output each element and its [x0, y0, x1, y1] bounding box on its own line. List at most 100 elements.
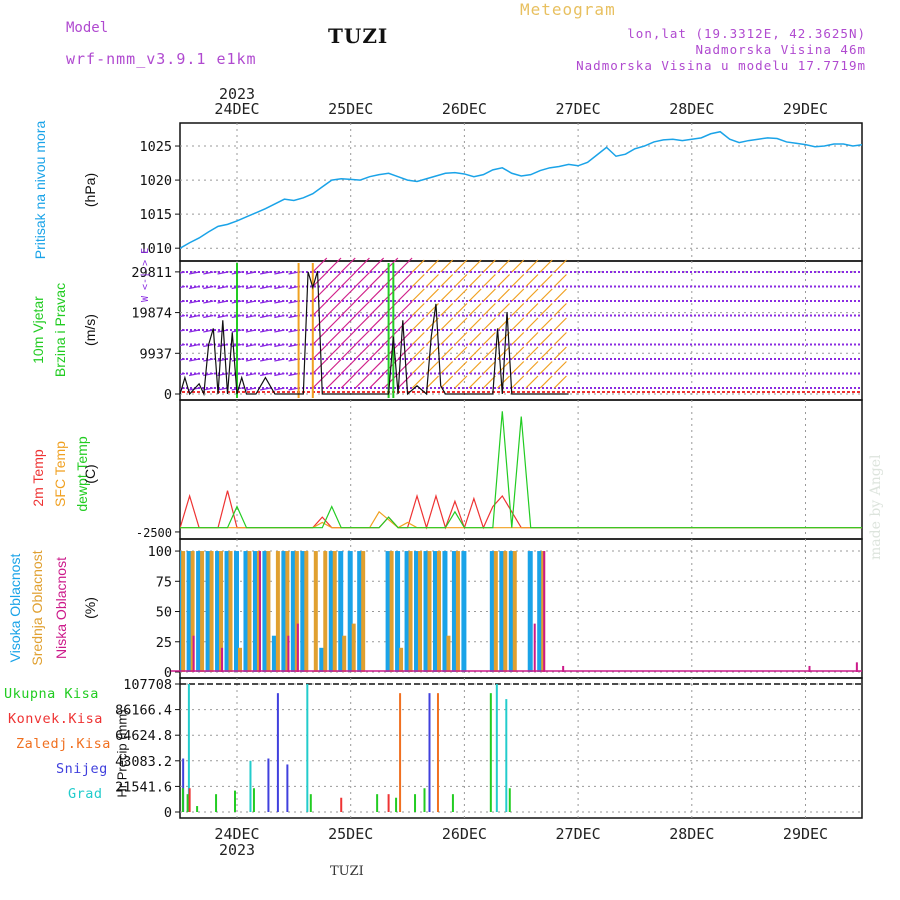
- wind-direction-arrow: [539, 274, 553, 287]
- cloud-high-bar: [180, 551, 183, 672]
- legend-total-precip: Ukupna Kisa: [4, 686, 99, 702]
- wind-direction-arrow: [411, 317, 425, 331]
- cloud-low-bar: [533, 623, 536, 672]
- cloud-mid-bar: [427, 551, 432, 672]
- wind-direction-arrow: [440, 375, 454, 389]
- wind-direction-arrow: [553, 361, 567, 374]
- cloud-mid-bar: [219, 551, 224, 672]
- wind-direction-arrow: [231, 314, 242, 319]
- wind-direction-arrow: [369, 344, 385, 360]
- wind-direction-arrow: [340, 344, 356, 360]
- wind-direction-arrow: [188, 343, 200, 348]
- wind-direction-arrow: [426, 332, 439, 345]
- temp-2m-line: [180, 490, 862, 530]
- cloud-mid-axis-title: Srednja Oblacnost: [29, 550, 45, 666]
- wind-direction-arrow: [525, 361, 539, 374]
- wind-direction-arrow: [340, 359, 356, 374]
- cloud-high-bar: [499, 551, 505, 672]
- temp-unit: (C): [82, 464, 98, 484]
- wind-direction-arrow: [553, 317, 567, 331]
- wind-axis-title-1: 10m Vjetar: [30, 296, 46, 364]
- wind-direction-arrow: [525, 303, 539, 316]
- cloud-low-bar: [221, 647, 224, 672]
- cloud-low-bar: [855, 662, 858, 672]
- bottom-day-tick-label: 29DEC: [783, 825, 828, 843]
- station-title: TUZI: [328, 24, 389, 48]
- wind-direction-arrow: [355, 301, 370, 316]
- wind-direction-arrow: [312, 373, 328, 389]
- cloud-mid-bar: [285, 551, 290, 672]
- y-tick-label: 75: [156, 574, 172, 590]
- wind-direction-arrow: [217, 387, 228, 391]
- wind-direction-arrow: [454, 288, 468, 302]
- y-tick-label: 1025: [139, 139, 172, 155]
- wind-direction-arrow: [245, 271, 257, 275]
- wind-direction-arrow: [260, 314, 271, 319]
- wind-direction-arrow: [383, 286, 399, 302]
- wind-direction-arrow: [274, 314, 285, 319]
- precip-total-bar: [186, 794, 189, 812]
- legend-convective-precip: Konvek.Kisa: [8, 711, 103, 727]
- wind-direction-arrow: [397, 373, 413, 389]
- cloud-mid-bar: [541, 551, 546, 672]
- wind-direction-arrow: [355, 330, 370, 345]
- wind-direction-arrow: [326, 373, 342, 389]
- bottom-year-label: 2023: [219, 841, 255, 859]
- wind-direction-arrow: [161, 374, 171, 376]
- wind-direction-arrow: [411, 288, 425, 302]
- cloud-mid-bar: [408, 551, 413, 672]
- cloud-low-bar: [296, 623, 299, 672]
- precip-total-bar: [395, 797, 398, 812]
- wind-direction-arrow: [180, 358, 186, 361]
- wind-direction-arrow: [217, 372, 228, 377]
- y-tick-label: 1020: [139, 173, 172, 189]
- wind-direction-arrow: [312, 301, 328, 316]
- panel-frame-r: [179, 677, 863, 819]
- wind-direction-arrow: [369, 272, 385, 287]
- wind-direction-arrow: [511, 346, 525, 360]
- wind-direction-arrow: [326, 330, 342, 345]
- wind-direction-arrow: [553, 375, 567, 389]
- wind-direction-arrow: [274, 300, 285, 304]
- wind-direction-arrow: [260, 358, 271, 362]
- precip-total-bar: [451, 794, 454, 812]
- wind-direction-arrow: [288, 314, 299, 319]
- pressure-axis-title: Pritisak na nivou mora: [32, 120, 48, 260]
- wind-direction-arrow: [161, 345, 171, 347]
- wind-direction-arrow: [383, 301, 399, 316]
- wind-direction-arrow: [369, 301, 385, 316]
- wind-direction-arrow: [217, 343, 228, 348]
- precip-convective-bar: [340, 797, 343, 812]
- wind-direction-arrow: [355, 344, 370, 360]
- wind-direction-arrow: [539, 346, 553, 360]
- y-tick-label: 1010: [139, 241, 172, 257]
- precip-convective-bar: [174, 800, 176, 812]
- wind-direction-arrow: [274, 387, 285, 391]
- cloud-high-bar: [432, 551, 438, 672]
- wind-direction-arrow: [180, 314, 186, 318]
- temp-sfc-line: [180, 510, 862, 529]
- wind-direction-arrow: [288, 358, 299, 362]
- wind-direction-arrow: [553, 259, 567, 273]
- wind-direction-arrow: [511, 317, 525, 331]
- precip-total-bar: [508, 788, 511, 812]
- wind-direction-arrow: [383, 330, 399, 345]
- wind-direction-arrow: [440, 303, 454, 316]
- wind-direction-arrow: [397, 359, 413, 374]
- wind-direction-arrow: [355, 359, 370, 374]
- cloud-high-bar: [196, 551, 202, 672]
- wind-direction-arrow: [482, 288, 496, 302]
- wind-direction-arrow: [369, 315, 385, 331]
- wind-direction-arrow: [161, 316, 171, 318]
- wind-direction-arrow: [440, 288, 454, 302]
- precip-total-bar: [252, 788, 255, 812]
- wind-direction-arrow: [383, 344, 399, 360]
- wind-direction-arrow: [539, 288, 553, 302]
- panel-frame-p: [179, 122, 863, 262]
- wind-direction-arrow: [525, 375, 539, 389]
- wind-direction-arrow: [397, 315, 413, 331]
- wind-direction-arrow: [231, 343, 242, 348]
- wind-direction-arrow: [525, 288, 539, 302]
- cloud-high-bar: [271, 635, 277, 672]
- wind-direction-arrow: [482, 375, 496, 389]
